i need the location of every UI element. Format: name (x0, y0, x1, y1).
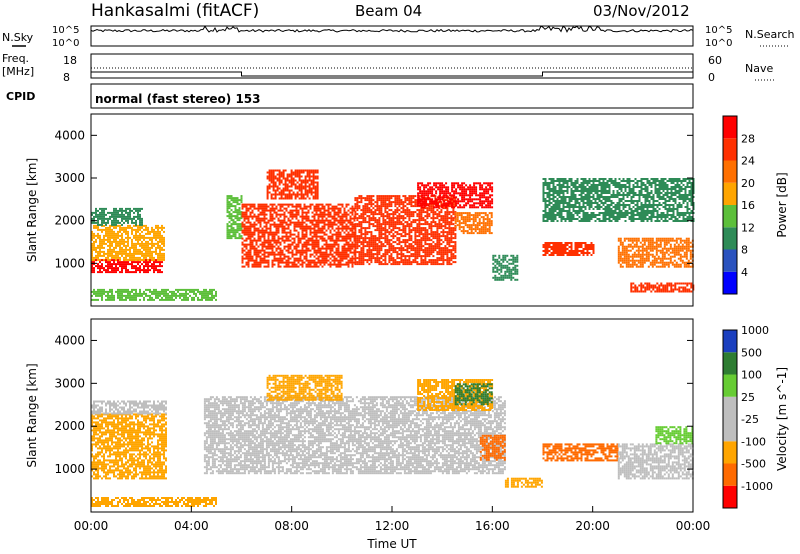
colorbar-tick-label: -1000 (741, 480, 773, 493)
x-axis-label: Time UT (366, 537, 417, 551)
colorbar-cell (723, 249, 737, 272)
colorbar-cell (723, 352, 737, 375)
colorbar-cell (723, 485, 737, 508)
colorbar-cell (723, 441, 737, 464)
colorbar-cell (723, 160, 737, 183)
colorbar-cell (723, 227, 737, 250)
colorbar-tick-label: 28 (741, 132, 755, 145)
colorbar-frame (722, 329, 738, 509)
y-tick-label: 1000 (54, 462, 85, 476)
cpid-name: normal (fast stereo) 153 (95, 92, 261, 106)
noise-tick-left-top: 10^5 (52, 25, 79, 36)
colorbar-tick-label: 25 (741, 391, 755, 404)
velocity-colorbar: -1000 -500 -100 -25 25 100 500 1000 Velocity [m … (722, 324, 789, 509)
noise-tick-right-top: 10^5 (705, 25, 732, 36)
freq-tick-left-bottom: 8 (63, 71, 70, 84)
colorbar-cell (723, 116, 737, 139)
x-tick-label: 00:00 (676, 519, 711, 533)
colorbar-tick-label: 12 (741, 221, 755, 234)
freq-label: Freq. (2, 52, 29, 65)
colorbar-cell (723, 205, 737, 228)
freq-tick-right-top: 60 (708, 54, 722, 67)
x-tick-label: 16:00 (475, 519, 510, 533)
colorbar-tick-label: 100 (741, 369, 762, 382)
y-tick-label: 3000 (54, 171, 85, 185)
cpid-label: CPID (6, 90, 35, 103)
freq-unit-label: [MHz] (2, 65, 34, 78)
colorbar-tick-label: -25 (741, 413, 759, 426)
freq-tick-left-top: 18 (63, 54, 77, 67)
colorbar-cell (723, 271, 737, 294)
colorbar-tick-label: 16 (741, 199, 755, 212)
y-tick-label: 2000 (54, 214, 85, 228)
colorbar-tick-label: 4 (741, 266, 748, 279)
y-tick-label: 4000 (54, 333, 85, 347)
noise-tick-left-bottom: 10^0 (52, 38, 79, 49)
colorbar-title: Velocity [m s^-1] (775, 367, 789, 471)
velocity-panel: 1000 2000 3000 4000 Slant Range [km] 00:00 04:… (25, 318, 711, 551)
colorbar-cell (723, 138, 737, 161)
x-tick-label: 12:00 (375, 519, 410, 533)
noise-trace (90, 25, 694, 46)
station-title: Hankasalmi (fitACF) (91, 1, 259, 21)
power-colorbar: 4 8 12 16 20 24 28 Power [dB] (722, 115, 789, 295)
colorbar-cell (723, 396, 737, 419)
noise-panel-frame (90, 25, 694, 47)
x-tick-label: 04:00 (174, 519, 209, 533)
colorbar-tick-label: -100 (741, 435, 766, 448)
colorbar-tick-label: 8 (741, 244, 748, 257)
colorbar-cell (723, 463, 737, 486)
date-title: 03/Nov/2012 (593, 2, 690, 20)
y-tick-label: 1000 (54, 256, 85, 270)
colorbar-tick-label: -500 (741, 458, 766, 471)
noise-tick-right-bottom: 10^0 (705, 38, 732, 49)
noise-sky-line (90, 25, 694, 46)
freq-panel-frame (90, 53, 694, 79)
beam-title: Beam 04 (355, 2, 422, 20)
cpid-panel-frame (90, 83, 694, 109)
y-tick-label: 3000 (54, 376, 85, 390)
y-tick-label: 4000 (54, 128, 85, 142)
colorbar-frame (722, 115, 738, 295)
colorbar-tick-label: 500 (741, 346, 762, 359)
colorbar-tick-label: 1000 (741, 324, 769, 337)
colorbar-cell (723, 182, 737, 205)
y-axis-label: Slant Range [km] (25, 363, 39, 467)
nave-label: Nave (745, 62, 773, 75)
colorbar-tick-label: 20 (741, 177, 755, 190)
colorbar-cell (723, 330, 737, 353)
power-panel: 1000 2000 3000 4000 Slant Range [km] (25, 113, 695, 307)
freq-tick-right-bottom: 0 (708, 71, 715, 84)
freq-trace (91, 67, 693, 77)
nsearch-label: N.Search (745, 28, 795, 41)
panel-frame (90, 113, 694, 307)
colorbar-title: Power [dB] (775, 172, 789, 237)
x-tick-label: 20:00 (575, 519, 610, 533)
nsky-label: N.Sky (2, 31, 34, 44)
colorbar-tick-label: 24 (741, 155, 755, 168)
y-axis-label: Slant Range [km] (25, 158, 39, 262)
colorbar-cell (723, 419, 737, 442)
x-tick-label: 00:00 (74, 519, 109, 533)
x-tick-label: 08:00 (274, 519, 309, 533)
freq-line (91, 71, 693, 77)
colorbar-cell (723, 374, 737, 397)
y-tick-label: 2000 (54, 419, 85, 433)
